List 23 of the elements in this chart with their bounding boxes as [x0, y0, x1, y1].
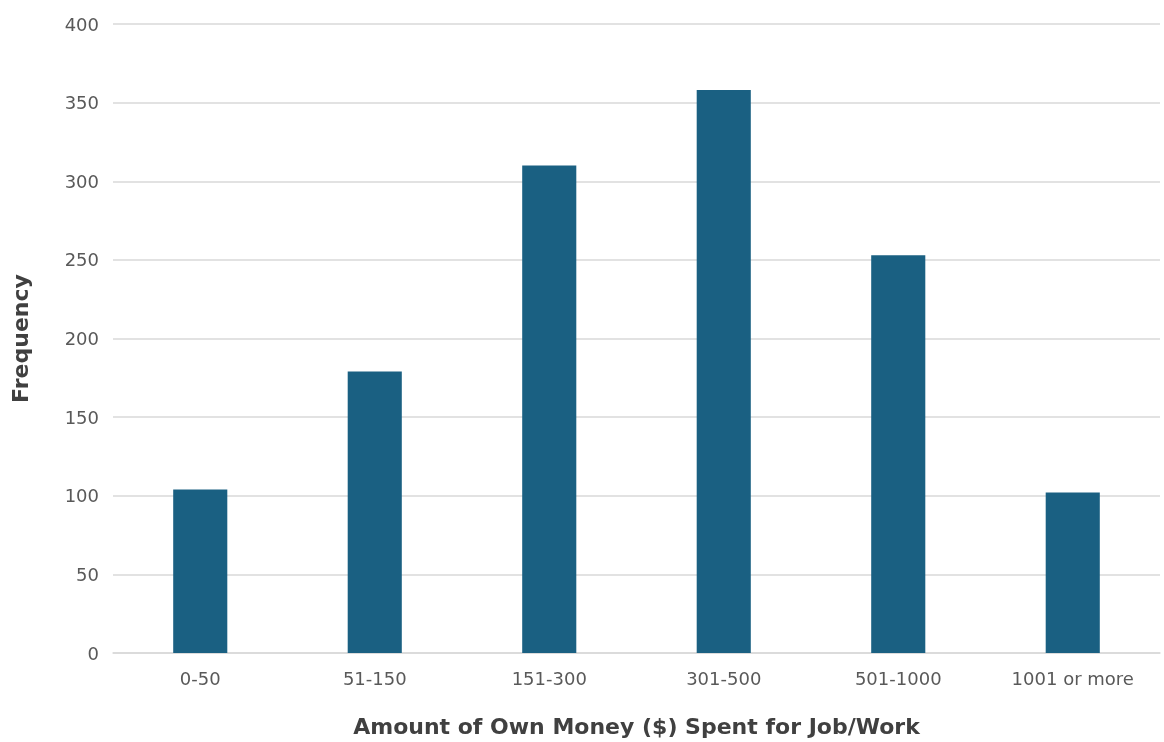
x-tick-label: 301-500 [686, 667, 762, 689]
x-tick-label: 1001 or more [1011, 667, 1134, 689]
bar [696, 90, 751, 653]
y-tick-label: 400 [64, 13, 99, 35]
bar [522, 165, 577, 653]
y-axis-title: Frequency [7, 274, 33, 403]
bar [173, 489, 228, 653]
y-tick-label: 250 [64, 249, 99, 271]
x-tick-label: 501-1000 [854, 667, 942, 689]
bar [347, 371, 402, 653]
x-tick-label: 0-50 [179, 667, 221, 689]
y-tick-label: 50 [76, 563, 99, 585]
x-axis-title: Amount of Own Money ($) Spent for Job/Work [353, 713, 922, 739]
x-tick-label: 51-150 [342, 667, 407, 689]
bar [871, 255, 926, 653]
y-tick-label: 300 [64, 170, 99, 192]
bar [1045, 492, 1100, 653]
y-tick-label: 100 [64, 485, 99, 507]
y-tick-label: 350 [64, 92, 99, 114]
y-tick-label: 0 [87, 642, 99, 664]
x-tick-label: 151-300 [511, 667, 587, 689]
y-tick-label: 150 [64, 406, 99, 428]
y-tick-label: 200 [64, 328, 99, 349]
